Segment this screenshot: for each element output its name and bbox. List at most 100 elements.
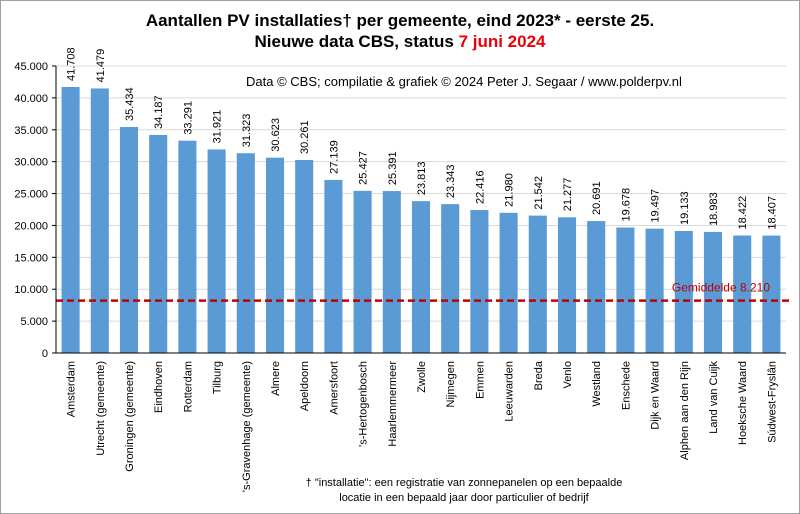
bar <box>353 190 372 353</box>
chart-title: Aantallen PV installaties† per gemeente,… <box>0 10 800 52</box>
bar <box>762 235 781 353</box>
bar <box>178 140 197 353</box>
value-label: 35.434 <box>124 87 136 121</box>
x-tick-label: Amersfoort <box>328 361 340 415</box>
bar <box>674 230 693 353</box>
value-label: 27.139 <box>328 140 340 174</box>
footnote: † "installatie": een registratie van zon… <box>200 476 728 506</box>
y-tick-label: 30.000 <box>14 157 48 169</box>
value-label: 21.277 <box>562 178 574 212</box>
x-tick-label: Utrecht (gemeente) <box>95 361 107 456</box>
x-tick-label: Breda <box>533 360 545 390</box>
title-line-1: Aantallen PV installaties† per gemeente,… <box>145 11 655 30</box>
x-tick-label: Emmen <box>474 361 486 399</box>
bar <box>411 201 431 353</box>
x-tick-label: Apeldoorn <box>299 361 311 411</box>
x-tick-label: Leeuwarden <box>504 361 516 422</box>
x-tick-label: Dijk en Waard <box>650 361 662 430</box>
bar <box>119 127 139 353</box>
y-tick-label: 10.000 <box>14 284 48 296</box>
y-tick-labels: 0 5.000 10.000 15.000 20.000 25.000 30.000 35.0… <box>14 61 56 360</box>
y-tick-label: 45.000 <box>14 61 48 73</box>
bar <box>616 227 635 353</box>
value-label: 23.813 <box>416 161 428 195</box>
value-label: 21.980 <box>504 173 516 207</box>
bar <box>324 179 343 353</box>
x-tick-label: Alphen aan den Rijn <box>679 361 691 460</box>
credit-text: Data © CBS; compilatie & grafiek © 2024 … <box>246 74 682 89</box>
value-label: 31.921 <box>212 110 224 144</box>
y-tick-label: 5.000 <box>20 316 48 328</box>
value-label: 19.497 <box>650 189 662 223</box>
value-label: 41.479 <box>95 49 107 83</box>
y-tick-label: 0 <box>42 348 48 360</box>
bar <box>441 204 460 353</box>
title-date: 7 juni 2024 <box>458 32 546 51</box>
y-tick-label: 20.000 <box>14 220 48 232</box>
x-tick-label: Hoeksche Waard <box>737 361 749 445</box>
x-tick-label: Rotterdam <box>182 361 194 412</box>
bar <box>149 134 168 353</box>
bar <box>733 235 752 353</box>
bar <box>295 160 314 353</box>
x-tick-label: Venlo <box>562 361 574 389</box>
x-tick-label: Haarlemmermeer <box>387 361 399 447</box>
bar <box>90 88 109 354</box>
bar <box>587 221 606 353</box>
bar <box>499 212 518 353</box>
x-tick-label: Nijmegen <box>445 361 457 407</box>
y-tick-label: 25.000 <box>14 189 48 201</box>
x-tick-label: Amsterdam <box>66 361 78 417</box>
x-tick-label: Tilburg <box>212 361 224 394</box>
bar <box>645 228 664 353</box>
axes <box>55 66 786 354</box>
value-label: 18.422 <box>737 196 749 230</box>
x-tick-label: Eindhoven <box>153 361 165 413</box>
value-label: 18.983 <box>708 192 720 226</box>
value-label: 30.623 <box>270 118 282 152</box>
value-label: 23.343 <box>445 164 457 198</box>
bar <box>382 191 401 353</box>
bar <box>470 210 489 353</box>
value-label: 25.427 <box>358 151 370 185</box>
value-label: 18.407 <box>766 196 778 230</box>
bar <box>528 215 547 353</box>
bar <box>61 86 80 354</box>
bar <box>265 157 285 353</box>
value-label: 21.542 <box>533 176 545 210</box>
average-label: Gemiddelde 8.210 <box>672 281 770 295</box>
x-tick-label: 's-Gravenhage (gemeente) <box>241 361 253 492</box>
value-label: 33.291 <box>182 101 194 135</box>
value-label: 31.323 <box>241 114 253 148</box>
x-tick-labels: Amsterdam Utrecht (gemeente) Groningen (ge… <box>66 360 779 492</box>
x-tick-label: Enschede <box>620 361 632 410</box>
footnote-line-1: † "installatie": een registratie van zon… <box>305 477 623 489</box>
x-tick-label: Almere <box>270 361 282 396</box>
x-tick-label: Westland <box>591 361 603 407</box>
average-line-group: Gemiddelde 8.210 <box>56 281 790 302</box>
y-tick-label: 40.000 <box>14 93 48 105</box>
value-label: 20.691 <box>591 181 603 215</box>
x-tick-label: 's-Hertogenbosch <box>358 361 370 447</box>
title-line-2: Nieuwe data CBS, status 7 juni 2024 <box>0 31 800 52</box>
value-label: 19.133 <box>679 191 691 225</box>
x-tick-label: Groningen (gemeente) <box>124 361 136 472</box>
value-label: 25.391 <box>387 151 399 185</box>
x-tick-label: Land van Cuijk <box>708 361 720 434</box>
y-tick-label: 35.000 <box>14 125 48 137</box>
x-tick-label: Súdwest-Fryslân <box>766 361 778 443</box>
y-tick-label: 15.000 <box>14 252 48 264</box>
bar <box>703 231 723 353</box>
bar <box>557 217 577 353</box>
footnote-line-2: locatie in een bepaald jaar door particu… <box>339 492 589 504</box>
value-label: 34.187 <box>153 95 165 129</box>
value-label: 22.416 <box>474 170 486 204</box>
value-label: 41.708 <box>66 47 78 81</box>
value-label: 30.261 <box>299 120 311 154</box>
value-labels: 41.708 41.479 35.434 34.187 33.291 31.921 31.3… <box>66 47 779 229</box>
value-label: 19.678 <box>620 188 632 222</box>
bar <box>236 153 255 353</box>
bar <box>207 149 226 353</box>
bars <box>61 86 781 354</box>
